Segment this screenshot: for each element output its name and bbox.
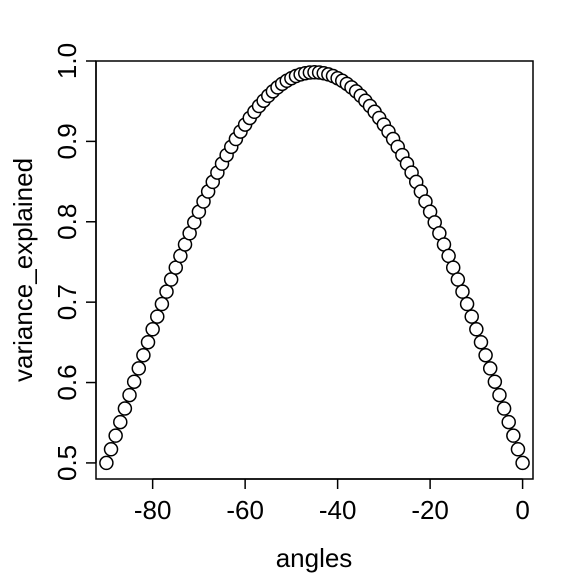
data-points	[99, 65, 530, 471]
y-tick-label: 0.5	[52, 445, 82, 481]
data-point	[455, 284, 470, 299]
data-point	[506, 428, 521, 443]
x-axis: -80 -60 -40 -20 0	[134, 478, 530, 525]
x-tick-label: -60	[226, 495, 264, 525]
y-tick-label: 0.8	[52, 204, 82, 240]
y-tick-label: 0.9	[52, 123, 82, 159]
y-axis-label: variance_explained	[8, 158, 38, 382]
y-axis: 0.5 0.6 0.7 0.8 0.9 1.0	[52, 43, 97, 481]
y-tick-label: 0.7	[52, 284, 82, 320]
data-point	[140, 334, 156, 350]
x-tick-label: -40	[319, 495, 357, 525]
data-point	[103, 442, 119, 457]
data-point	[464, 309, 479, 324]
x-axis-label: angles	[276, 543, 353, 573]
data-point	[145, 322, 160, 337]
x-tick-label: 0	[515, 495, 529, 525]
data-point	[473, 334, 489, 350]
data-point	[459, 296, 475, 312]
data-point	[159, 284, 174, 299]
x-tick-label: -80	[134, 495, 172, 525]
data-point	[122, 387, 137, 403]
data-point	[131, 361, 147, 376]
data-point	[108, 428, 123, 443]
data-point	[150, 309, 165, 324]
data-point	[482, 361, 498, 376]
data-point	[126, 374, 142, 389]
data-point	[117, 401, 133, 416]
data-point	[492, 387, 507, 403]
data-point	[445, 260, 461, 275]
data-point	[487, 374, 503, 389]
data-point	[469, 322, 484, 337]
data-point	[163, 272, 179, 287]
data-point	[450, 272, 466, 287]
data-point	[136, 347, 151, 363]
data-point	[478, 347, 493, 363]
x-tick-label: -20	[411, 495, 449, 525]
data-point	[501, 414, 516, 430]
data-point	[113, 414, 128, 430]
data-point	[154, 296, 170, 312]
y-tick-label: 0.6	[52, 364, 82, 400]
data-point	[496, 401, 512, 416]
data-point	[515, 455, 530, 471]
y-tick-label: 1.0	[52, 43, 82, 79]
plot-frame	[95, 60, 534, 480]
data-point	[510, 442, 526, 457]
data-point	[99, 455, 114, 471]
